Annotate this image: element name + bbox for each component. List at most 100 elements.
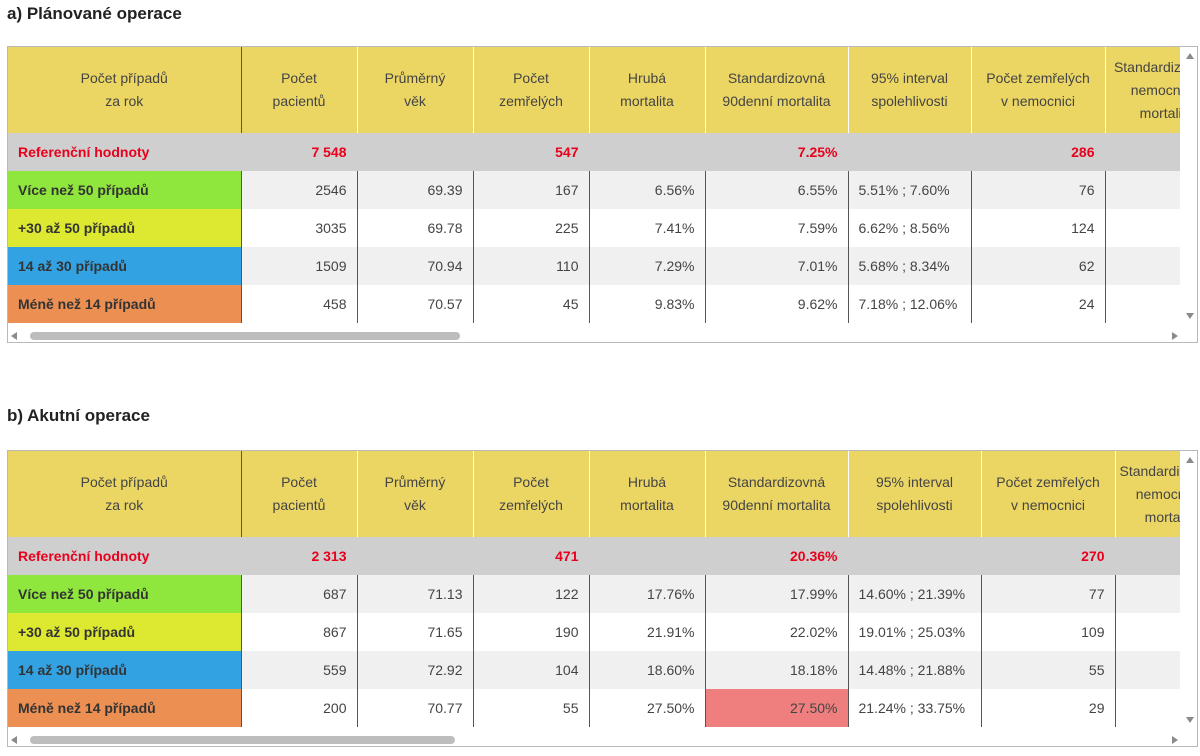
cell-patients: 867 bbox=[241, 613, 358, 651]
cell-age: 72.92 bbox=[357, 651, 474, 689]
scroll-thumb-b[interactable] bbox=[30, 736, 455, 744]
cell-std-hospital-mortality bbox=[1105, 171, 1180, 209]
reference-empty bbox=[1115, 537, 1180, 575]
cell-deaths: 45 bbox=[473, 285, 590, 323]
cell-deaths: 122 bbox=[473, 575, 590, 613]
cell-hosp-deaths: 109 bbox=[981, 613, 1116, 651]
cell-hosp-deaths: 29 bbox=[981, 689, 1116, 727]
cell-crude: 17.76% bbox=[589, 575, 706, 613]
column-header: Počet zemřelých bbox=[473, 47, 590, 133]
scroll-up-icon[interactable] bbox=[1186, 457, 1194, 463]
column-header: Počet případů za rok bbox=[8, 47, 242, 133]
table-viewport-a: Počet případů za rok Počet pacientů Průměrný… bbox=[8, 47, 1180, 327]
column-header: Standardizovaná nemocniční mortalita bbox=[1115, 451, 1180, 537]
row-category-label: Méně než 14 případů bbox=[8, 689, 242, 727]
column-header: Průměrný věk bbox=[357, 451, 474, 537]
horizontal-scrollbar-a[interactable] bbox=[8, 329, 1197, 342]
reference-empty bbox=[357, 133, 474, 171]
reference-empty bbox=[589, 537, 706, 575]
row-category-label: +30 až 50 případů bbox=[8, 613, 242, 651]
scroll-right-icon[interactable] bbox=[1172, 332, 1178, 340]
column-header: Počet pacientů bbox=[241, 47, 358, 133]
header-line: Počet bbox=[281, 474, 317, 490]
header-line: 95% interval bbox=[875, 474, 954, 490]
cell-age: 69.78 bbox=[357, 209, 474, 247]
cell-age: 70.94 bbox=[357, 247, 474, 285]
cell-deaths: 55 bbox=[473, 689, 590, 727]
section-a-title: a) Plánované operace bbox=[7, 4, 182, 23]
cell-age: 71.65 bbox=[357, 613, 474, 651]
scroll-left-icon[interactable] bbox=[11, 736, 17, 744]
table-row: 14 až 30 případů 1509 70.94 110 7.29% 7.01% 5.… bbox=[8, 247, 1180, 285]
vertical-scrollbar-a[interactable] bbox=[1183, 47, 1197, 327]
cell-std-hospital-mortality bbox=[1115, 575, 1180, 613]
table-row: +30 až 50 případů 867 71.65 190 21.91% 22.02%… bbox=[8, 613, 1180, 651]
cell-patients: 1509 bbox=[241, 247, 358, 285]
scroll-down-icon[interactable] bbox=[1186, 313, 1194, 319]
cell-crude: 21.91% bbox=[589, 613, 706, 651]
column-header: Počet pacientů bbox=[241, 451, 358, 537]
column-header: Počet případů za rok bbox=[8, 451, 242, 537]
reference-deaths: 547 bbox=[473, 133, 590, 171]
horizontal-scrollbar-b[interactable] bbox=[8, 733, 1197, 746]
header-line: mortalita bbox=[1144, 508, 1180, 525]
cell-hosp-deaths: 24 bbox=[971, 285, 1106, 323]
cell-hosp-deaths: 55 bbox=[981, 651, 1116, 689]
header-line: Počet bbox=[281, 70, 317, 86]
cell-patients: 559 bbox=[241, 651, 358, 689]
scroll-right-icon[interactable] bbox=[1172, 736, 1178, 744]
cell-ci: 5.51% ; 7.60% bbox=[848, 171, 972, 209]
cell-deaths: 167 bbox=[473, 171, 590, 209]
header-row: Počet případů za rok Počet pacientů Průměrný… bbox=[8, 451, 1180, 537]
reference-patients: 2 313 bbox=[241, 537, 358, 575]
scroll-thumb-a[interactable] bbox=[30, 332, 460, 340]
cell-deaths: 190 bbox=[473, 613, 590, 651]
header-line: v nemocnici bbox=[1001, 93, 1075, 109]
cell-std-hospital-mortality bbox=[1115, 689, 1180, 727]
data-table-a: Počet případů za rok Počet pacientů Průměrný… bbox=[8, 47, 1180, 323]
reference-patients: 7 548 bbox=[241, 133, 358, 171]
header-line: za rok bbox=[105, 497, 144, 513]
vertical-scrollbar-b[interactable] bbox=[1183, 451, 1197, 731]
column-header: Počet zemřelých v nemocnici bbox=[981, 451, 1116, 537]
table-row: +30 až 50 případů 3035 69.78 225 7.41% 7.59% 6… bbox=[8, 209, 1180, 247]
reference-deaths: 471 bbox=[473, 537, 590, 575]
cell-crude: 27.50% bbox=[589, 689, 706, 727]
cell-ci: 21.24% ; 33.75% bbox=[848, 689, 982, 727]
cell-std90: 27.50% bbox=[705, 689, 849, 727]
cell-std90: 17.99% bbox=[705, 575, 849, 613]
scroll-down-icon[interactable] bbox=[1186, 717, 1194, 723]
column-header: Standardizovaná nemocniční mortalita bbox=[1105, 47, 1180, 133]
cell-hosp-deaths: 76 bbox=[971, 171, 1106, 209]
data-table-b: Počet případů za rok Počet pacientů Průměrný… bbox=[8, 451, 1180, 727]
cell-age: 70.57 bbox=[357, 285, 474, 323]
cell-hosp-deaths: 77 bbox=[981, 575, 1116, 613]
header-line: Standardizovaná bbox=[1113, 58, 1180, 75]
cell-ci: 6.62% ; 8.56% bbox=[848, 209, 972, 247]
cell-deaths: 225 bbox=[473, 209, 590, 247]
table-row: 14 až 30 případů 559 72.92 104 18.60% 18.18% 1… bbox=[8, 651, 1180, 689]
header-line: spolehlivosti bbox=[871, 93, 948, 109]
header-line: mortalita bbox=[620, 497, 674, 513]
reference-empty bbox=[848, 133, 972, 171]
cell-hosp-deaths: 124 bbox=[971, 209, 1106, 247]
cell-patients: 2546 bbox=[241, 171, 358, 209]
cell-age: 71.13 bbox=[357, 575, 474, 613]
reference-std90: 7.25% bbox=[705, 133, 849, 171]
column-header: Hrubá mortalita bbox=[589, 451, 706, 537]
reference-hosp-deaths: 270 bbox=[981, 537, 1116, 575]
header-line: za rok bbox=[105, 93, 144, 109]
cell-std-hospital-mortality bbox=[1115, 613, 1180, 651]
cell-hosp-deaths: 62 bbox=[971, 247, 1106, 285]
scroll-up-icon[interactable] bbox=[1186, 53, 1194, 59]
reference-std90: 20.36% bbox=[705, 537, 849, 575]
header-line: pacientů bbox=[272, 93, 326, 109]
header-line: nemocniční bbox=[1135, 485, 1180, 502]
row-category-label: Více než 50 případů bbox=[8, 171, 242, 209]
table-viewport-b: Počet případů za rok Počet pacientů Průměrný… bbox=[8, 451, 1180, 731]
column-header: 95% interval spolehlivosti bbox=[848, 47, 972, 133]
header-line: Počet zemřelých bbox=[986, 70, 1090, 86]
scroll-left-icon[interactable] bbox=[11, 332, 17, 340]
header-line: Hrubá bbox=[627, 474, 667, 490]
cell-std90: 22.02% bbox=[705, 613, 849, 651]
